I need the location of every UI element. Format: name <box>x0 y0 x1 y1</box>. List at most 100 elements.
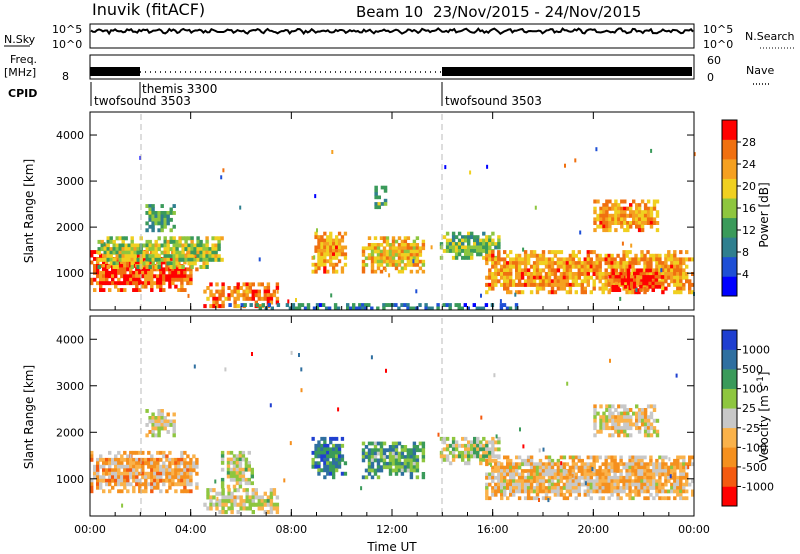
echo-cell-2 <box>148 204 152 208</box>
echo-scatter <box>384 268 387 272</box>
echo-cell-10 <box>640 210 645 215</box>
echo-cell-5 <box>394 448 399 453</box>
echo-cell-6 <box>491 436 495 441</box>
echo-cell-7 <box>485 475 489 480</box>
echo-cell-2 <box>154 214 158 219</box>
echo-cell-8 <box>583 290 587 295</box>
echo-cell-7 <box>541 465 546 470</box>
echo-cell-8 <box>532 264 537 269</box>
echo-cell-8 <box>617 422 621 427</box>
echo-cell-9 <box>633 278 637 283</box>
echo-cell-3 <box>236 293 240 298</box>
echo-cell-1 <box>166 430 170 434</box>
echo-cell-8 <box>506 279 510 284</box>
echo-cell-5 <box>388 256 393 261</box>
echo-cell-8 <box>640 411 645 416</box>
echo-cell-7 <box>661 465 665 470</box>
echo-cell-4 <box>332 245 336 250</box>
echo-cell-7 <box>610 465 614 470</box>
echo-cell-7 <box>673 462 677 467</box>
echo-cell-0 <box>159 468 163 473</box>
echo-cell-6 <box>448 461 453 466</box>
echo-cell-9 <box>657 281 662 286</box>
echo-cell-7 <box>556 472 561 477</box>
echo-cell-7 <box>556 482 561 487</box>
echo-cell-10 <box>646 199 651 204</box>
echo-cell-4 <box>317 245 321 250</box>
echo-cell-2 <box>218 510 222 515</box>
echo-cell-7 <box>520 482 525 487</box>
echo-cell-7 <box>592 469 596 473</box>
echo-cell-6 <box>451 443 456 448</box>
echo-cell-5 <box>406 246 411 251</box>
echo-cell-4 <box>320 468 324 473</box>
echo-cell-8 <box>550 268 555 273</box>
echo-cell-2 <box>163 211 167 215</box>
echo-cell-2 <box>148 214 152 219</box>
echo-cell-8 <box>497 279 501 284</box>
echo-cell-7 <box>625 486 629 490</box>
echo-cell-0 <box>117 468 121 473</box>
echo-cell-7 <box>491 231 495 236</box>
echo-cell-8 <box>550 257 555 262</box>
echo-cell-7 <box>550 469 555 473</box>
echo-cell-0 <box>174 267 178 272</box>
echo-cell-0 <box>102 457 106 462</box>
echo-cell-1 <box>172 243 176 248</box>
echo-cell-0 <box>90 485 94 490</box>
echo-cell-0 <box>177 260 181 265</box>
echo-cell-5 <box>409 269 414 274</box>
echo-cell-0 <box>162 267 166 272</box>
echo-cell-8 <box>673 250 677 255</box>
echo-cell-4 <box>335 461 339 466</box>
echo-cell-7 <box>512 492 516 497</box>
echo-cell-10 <box>655 221 660 225</box>
echo-cell-10 <box>640 199 645 204</box>
echo-cell-0 <box>156 475 160 480</box>
echo-cell-0 <box>135 457 139 462</box>
echo-cell-1 <box>154 239 158 244</box>
echo-cell-5 <box>379 468 384 473</box>
echo-cell-8 <box>509 261 513 266</box>
echo-cell-2 <box>221 495 225 500</box>
echo-cell-8 <box>607 272 611 276</box>
echo-cell-6 <box>374 202 378 206</box>
echo-scatter <box>298 353 300 357</box>
echo-cell-3 <box>218 289 222 294</box>
echo-cell-0 <box>186 489 190 494</box>
echo-cell-8 <box>580 286 584 291</box>
echo-cell-0 <box>144 277 148 282</box>
echo-cell-4 <box>320 235 324 240</box>
echo-cell-1 <box>151 430 155 434</box>
echo-cell-7 <box>562 486 567 490</box>
echo-cell-1 <box>169 419 173 424</box>
echo-cell-8 <box>532 275 537 280</box>
echo-cell-8 <box>649 426 654 431</box>
echo-cell-4 <box>329 454 333 459</box>
echo-cell-8 <box>529 279 534 284</box>
echo-cell-0 <box>171 457 175 462</box>
echo-cell-2 <box>148 207 152 212</box>
echo-cell-10 <box>614 213 618 218</box>
echo-cell-7 <box>616 479 620 484</box>
echo-cell-0 <box>165 267 169 272</box>
echo-cell-7 <box>574 489 578 494</box>
echo-cell-7 <box>628 486 632 490</box>
echo-cell-9 <box>654 278 659 283</box>
echo-cell-8 <box>607 261 611 266</box>
echo-cell-4 <box>337 231 342 236</box>
echo-cell-4 <box>320 447 324 452</box>
echo-cell-0 <box>150 274 154 279</box>
echo-cell-0 <box>138 281 142 286</box>
echo-cell-8 <box>623 404 627 409</box>
echo-cell-0 <box>171 482 175 487</box>
echo-cell-4 <box>314 249 318 253</box>
echo-cell-5 <box>379 441 384 446</box>
echo-cell-10 <box>640 228 645 233</box>
echo-cell-2 <box>254 502 258 507</box>
echo-cell-5 <box>394 263 399 267</box>
echo-cell-8 <box>605 408 609 412</box>
echo-cell-6 <box>488 440 492 445</box>
echo-cell-4 <box>326 468 330 473</box>
